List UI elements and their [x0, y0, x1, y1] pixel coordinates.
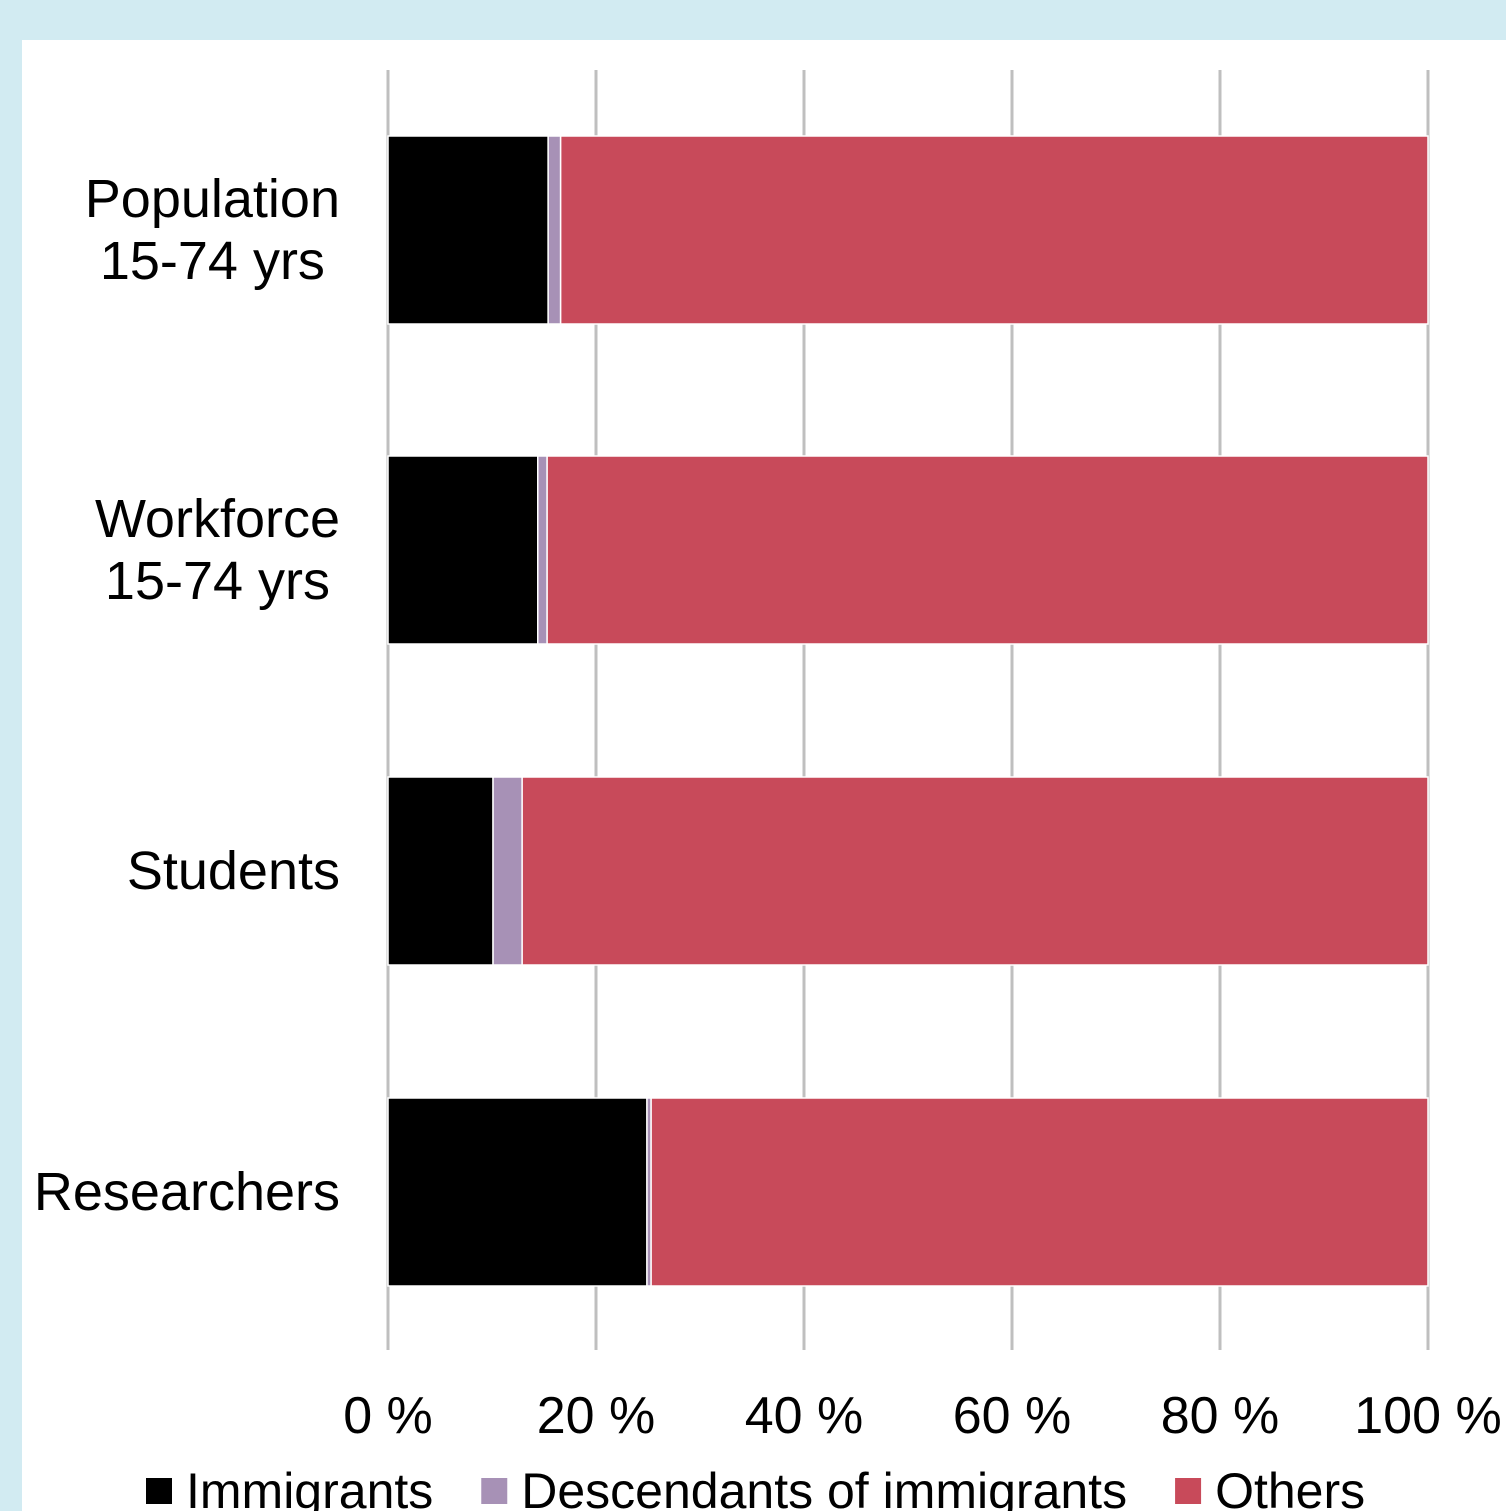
category-label-line: Researchers [34, 1162, 340, 1222]
category-label-line: Population [85, 169, 340, 229]
legend-swatch-others [1175, 1478, 1202, 1504]
bar-students-others [521, 776, 1429, 966]
bar-workforce-immigrants [387, 455, 539, 645]
chart-panel: Population 15-74 yrs Workforce 15-74 yrs Stu… [22, 40, 1506, 1511]
bar-researchers-immigrants [387, 1097, 648, 1287]
bar-population-descendants-of-immigrants [547, 135, 562, 325]
legend: Immigrants Descendants of immigrants Other… [146, 1463, 1365, 1511]
bar-workforce-descendants-of-immigrants [537, 455, 548, 645]
legend-label-descendants-of-immigrants: Descendants of immigrants [521, 1463, 1127, 1511]
legend-label-immigrants: Immigrants [186, 1463, 433, 1511]
category-label-line: Workforce [95, 489, 340, 549]
x-tick-label-2: 40 % [745, 1387, 864, 1445]
x-tick-label-4: 80 % [1161, 1387, 1280, 1445]
bar-population-others [559, 135, 1429, 325]
legend-swatch-descendants-of-immigrants [481, 1478, 508, 1504]
bar-researchers-others [650, 1097, 1429, 1287]
category-label-line: 15-74 yrs [105, 551, 330, 611]
bar-workforce-others [546, 455, 1429, 645]
x-tick-labels: 0 % 20 % 40 % 60 % 80 % 100 % [343, 1387, 1502, 1445]
category-label-line: 15-74 yrs [100, 231, 325, 291]
legend-swatch-immigrants [146, 1478, 172, 1504]
x-tick-label-5: 100 % [1354, 1387, 1501, 1445]
bar-students-descendants-of-immigrants [492, 776, 523, 966]
bar-students-immigrants [387, 776, 494, 966]
category-label-students: Students [127, 841, 340, 901]
category-label-population: Population 15-74 yrs [85, 169, 340, 291]
legend-label-others: Others [1215, 1463, 1365, 1511]
category-label-line: Students [127, 841, 340, 901]
bar-population-immigrants [387, 135, 549, 325]
x-tick-label-1: 20 % [537, 1387, 656, 1445]
x-tick-label-0: 0 % [343, 1387, 433, 1445]
category-label-researchers: Researchers [34, 1162, 340, 1222]
bars [387, 135, 1429, 1287]
category-label-workforce: Workforce 15-74 yrs [95, 489, 340, 611]
x-tick-label-3: 60 % [953, 1387, 1072, 1445]
